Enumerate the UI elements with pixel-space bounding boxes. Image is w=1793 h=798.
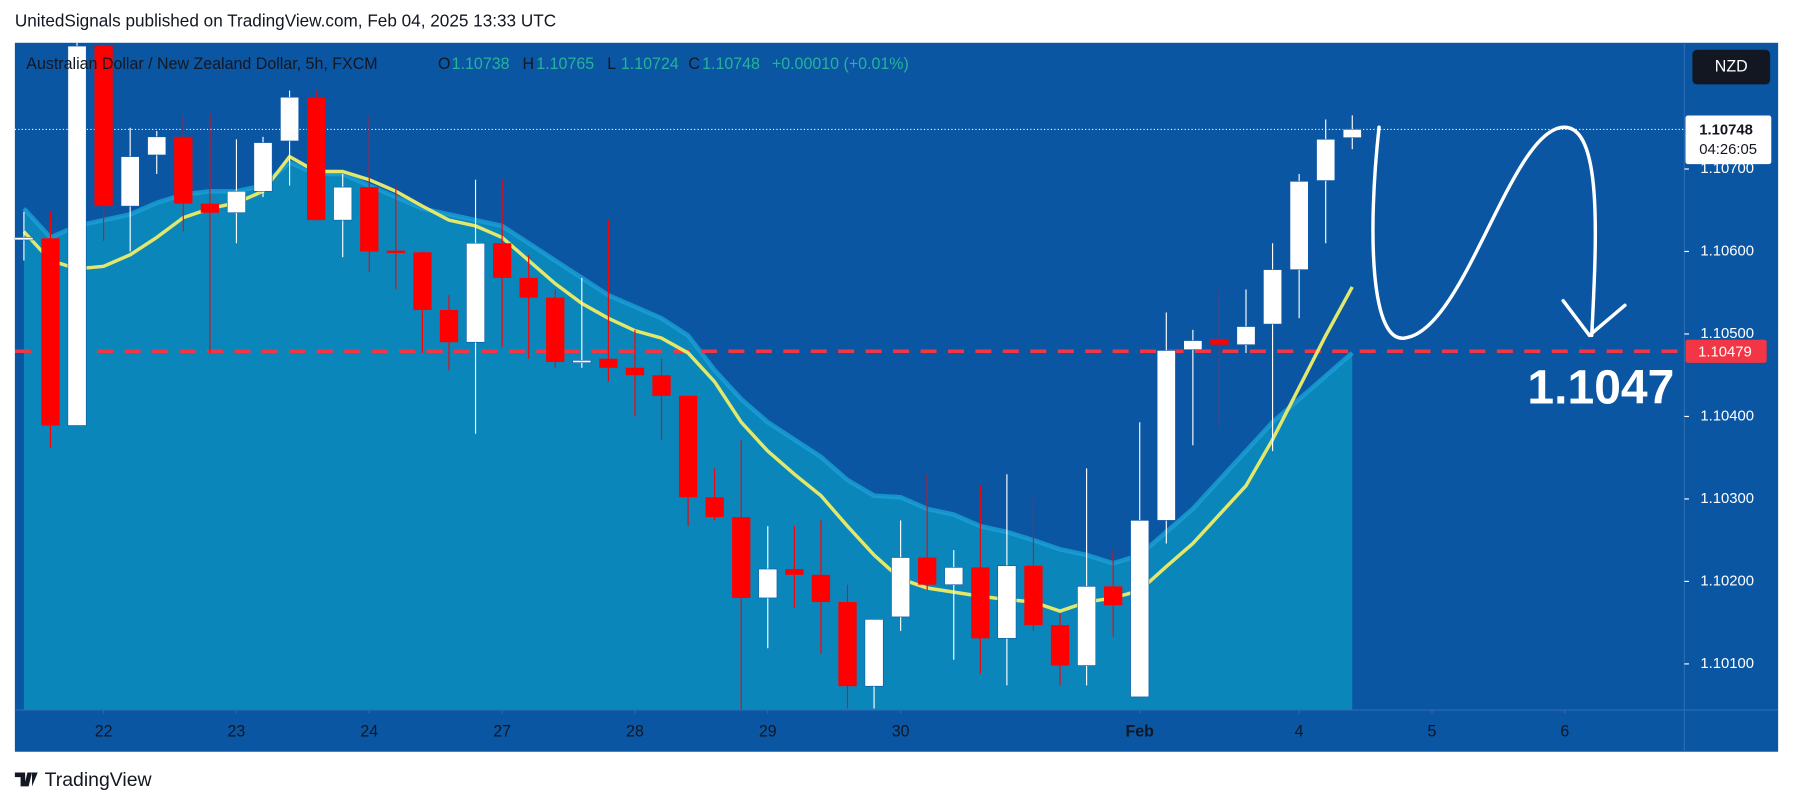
x-tick-label: 29 [759, 722, 777, 740]
candle-body [785, 569, 804, 575]
candle-body [1130, 520, 1150, 698]
x-tick-label: 23 [228, 722, 246, 740]
candle-body [1289, 181, 1309, 270]
arrow-head [1561, 298, 1627, 338]
x-tick-label: 5 [1428, 722, 1437, 740]
y-tick-label: 1.10700 [1700, 160, 1754, 177]
header-key: O [438, 55, 450, 73]
candle-body [678, 395, 698, 498]
candle-body [599, 358, 618, 368]
candle-body [439, 310, 459, 343]
candle-body [1210, 338, 1229, 345]
candle-body [306, 97, 326, 221]
candle-body [1316, 139, 1336, 181]
candle-body [1024, 565, 1043, 626]
candle-body [838, 602, 857, 687]
candle-body [280, 96, 300, 142]
candle-body [1263, 269, 1283, 325]
logo-icon [14, 772, 38, 787]
header-value: 1.10765 [536, 55, 594, 73]
chart-title: Australian Dollar / New Zealand Dollar, … [26, 55, 377, 73]
candle-body [918, 557, 937, 585]
candle-body [519, 277, 538, 298]
candle-body [1156, 350, 1176, 521]
candle-body [811, 574, 831, 603]
x-tick-label: 4 [1295, 722, 1304, 740]
candle-body [41, 238, 60, 426]
x-tick-label: 28 [626, 722, 644, 740]
plot [14, 42, 1685, 711]
candle-body [625, 367, 645, 376]
candle-body [891, 557, 911, 618]
candle-body [1342, 129, 1362, 138]
annotation: 1.1047 [1527, 360, 1674, 414]
candle-body [732, 517, 751, 598]
header-value: 1.10748 [702, 55, 760, 73]
currency-badge [1692, 49, 1771, 85]
currency: NZD [1715, 57, 1748, 75]
header-key: H [523, 55, 535, 73]
attribution: UnitedSignals published on TradingView.c… [15, 10, 556, 30]
header-value: 1.10738 [452, 55, 510, 73]
x-tick-label: 22 [95, 722, 113, 740]
logo: TradingView [14, 769, 153, 791]
candle-body [413, 252, 432, 311]
candle-body [652, 375, 671, 396]
candle-body [200, 203, 220, 213]
candle-body [333, 186, 353, 221]
candle-body [14, 237, 34, 241]
candle-body [864, 619, 884, 687]
x-tick-label: 30 [892, 722, 910, 740]
candle-body [572, 360, 592, 363]
last-label-box [1685, 115, 1772, 165]
x-tick-label: 6 [1560, 722, 1569, 740]
candle-body [253, 142, 273, 192]
candle-body [147, 136, 167, 156]
brand: TradingView [45, 769, 153, 791]
candle-body [758, 568, 778, 599]
candle-body [1236, 326, 1256, 345]
y-tick-label: 1.10600 [1700, 242, 1754, 259]
candle-body [174, 136, 193, 204]
hand-arrow [1371, 125, 1598, 340]
candle-body [67, 45, 87, 426]
x-tick-label: 27 [493, 722, 511, 740]
header-key: C [688, 55, 700, 73]
candle-body [386, 250, 405, 253]
candle-body [971, 567, 990, 639]
candle-body [1077, 586, 1097, 666]
candle-body [944, 567, 964, 586]
candle-body [466, 242, 485, 343]
candle-body [1104, 586, 1123, 606]
x-tick-label: 24 [360, 722, 378, 740]
candle-body [94, 46, 113, 207]
header-value: 1.10724 [621, 55, 679, 73]
candle-body [1050, 625, 1070, 666]
candle-body [120, 156, 140, 207]
y-tick-label: 1.10400 [1700, 407, 1754, 424]
header-change: +0.00010 (+0.01%) [772, 55, 909, 73]
y-tick-label: 1.10500 [1700, 325, 1754, 342]
y-tick-label: 1.10300 [1700, 490, 1754, 507]
candle-body [360, 187, 379, 252]
candle-body [227, 190, 246, 214]
last-price-label: 1.10748 [1699, 121, 1753, 138]
level-label-box [1685, 339, 1767, 363]
candle-body [492, 243, 512, 278]
candle-body [997, 565, 1017, 639]
candle-body [1183, 340, 1203, 350]
candle-body [546, 297, 565, 363]
y-tick-label: 1.10100 [1700, 655, 1754, 672]
x-tick-label: Feb [1126, 722, 1155, 740]
y-tick-label: 1.10200 [1700, 572, 1754, 589]
level-label: 1.10479 [1698, 343, 1752, 360]
candle-body [705, 497, 724, 518]
countdown: 04:26:05 [1699, 141, 1757, 158]
header-key: L [607, 55, 616, 73]
